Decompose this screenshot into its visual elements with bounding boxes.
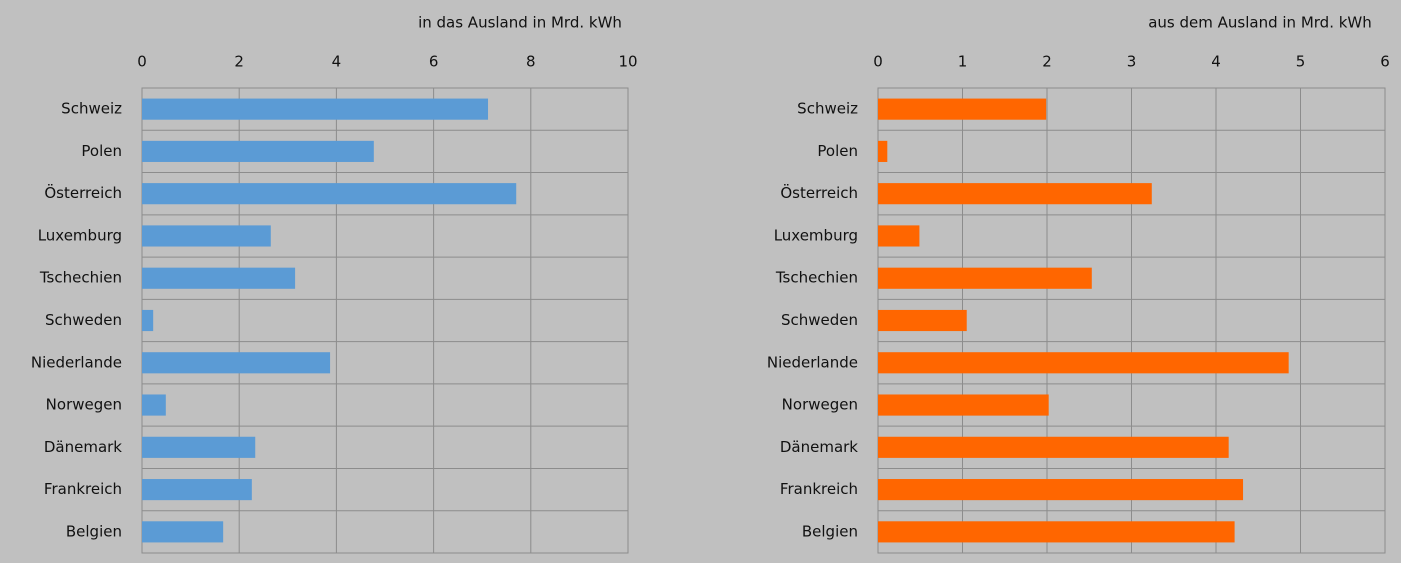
x-tick-label: 4 (1211, 53, 1221, 71)
x-tick-label: 2 (234, 53, 244, 71)
bar (878, 479, 1244, 501)
axis-title: in das Ausland in Mrd. kWh (418, 14, 622, 32)
bar (142, 225, 271, 247)
x-tick-label: 0 (873, 53, 883, 71)
y-tick-label: Schweiz (61, 100, 122, 118)
y-tick-label: Luxemburg (774, 226, 858, 244)
bar (878, 225, 920, 247)
x-tick-label: 6 (1380, 53, 1390, 71)
x-tick-label: 8 (526, 53, 536, 71)
bar (142, 140, 374, 162)
bar (878, 309, 967, 332)
bar (878, 183, 1152, 205)
y-tick-label: Niederlande (767, 353, 858, 371)
x-tick-label: 2 (1042, 53, 1052, 71)
bar (142, 309, 154, 332)
x-tick-label: 0 (137, 53, 147, 71)
y-tick-label: Dänemark (44, 438, 122, 456)
bar (878, 140, 888, 162)
axis-title: aus dem Ausland in Mrd. kWh (1148, 14, 1372, 32)
y-tick-label: Frankreich (44, 480, 122, 498)
bar (878, 267, 1092, 289)
bar (142, 267, 296, 289)
y-tick-label: Polen (817, 142, 858, 160)
bar (878, 394, 1049, 416)
y-tick-label: Dänemark (780, 438, 858, 456)
bar (878, 521, 1235, 543)
bar (878, 436, 1229, 458)
y-tick-label: Tschechien (775, 269, 858, 287)
x-tick-label: 6 (429, 53, 439, 71)
y-tick-label: Österreich (780, 183, 858, 202)
y-tick-label: Schweiz (797, 100, 858, 118)
x-tick-label: 5 (1296, 53, 1306, 71)
y-tick-label: Luxemburg (38, 226, 122, 244)
y-tick-label: Belgien (802, 522, 858, 540)
y-tick-label: Schweden (45, 311, 122, 329)
bar (142, 479, 252, 501)
y-tick-label: Niederlande (31, 353, 122, 371)
x-tick-label: 1 (958, 53, 968, 71)
bar (878, 98, 1047, 120)
y-tick-label: Norwegen (782, 396, 858, 414)
bar (142, 521, 224, 543)
x-tick-label: 3 (1127, 53, 1137, 71)
y-tick-label: Tschechien (39, 269, 122, 287)
y-tick-label: Norwegen (46, 396, 122, 414)
y-tick-label: Frankreich (780, 480, 858, 498)
bar (142, 183, 517, 205)
y-tick-label: Schweden (781, 311, 858, 329)
bar (878, 352, 1289, 374)
bar (142, 394, 166, 416)
y-tick-label: Österreich (44, 183, 122, 202)
x-tick-label: 10 (618, 53, 637, 71)
bar (142, 352, 331, 374)
y-tick-label: Belgien (66, 522, 122, 540)
bar (142, 436, 256, 458)
y-tick-label: Polen (81, 142, 122, 160)
bar (142, 98, 489, 120)
x-tick-label: 4 (332, 53, 342, 71)
